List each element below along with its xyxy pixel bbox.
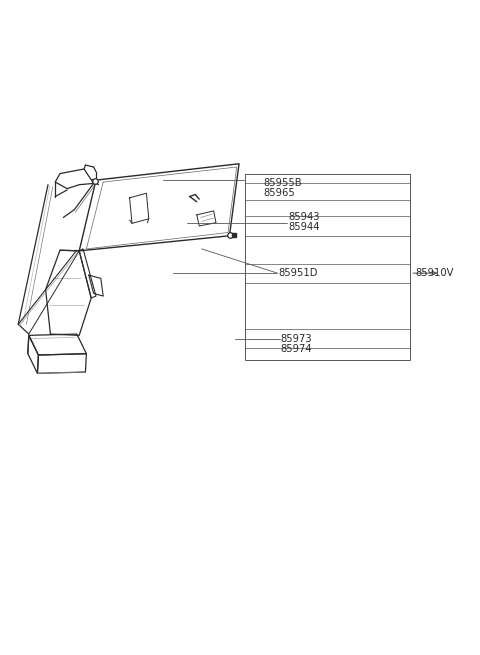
Text: 85944: 85944 [288,222,320,233]
Text: 85955B: 85955B [263,178,301,189]
Text: 85943: 85943 [288,212,320,223]
Text: 85910V: 85910V [415,268,454,278]
Text: 85965: 85965 [263,188,295,198]
Text: 85974: 85974 [281,344,312,354]
Bar [245,174,410,360]
Text: 85973: 85973 [281,334,312,345]
Text: 85951D: 85951D [278,268,318,278]
